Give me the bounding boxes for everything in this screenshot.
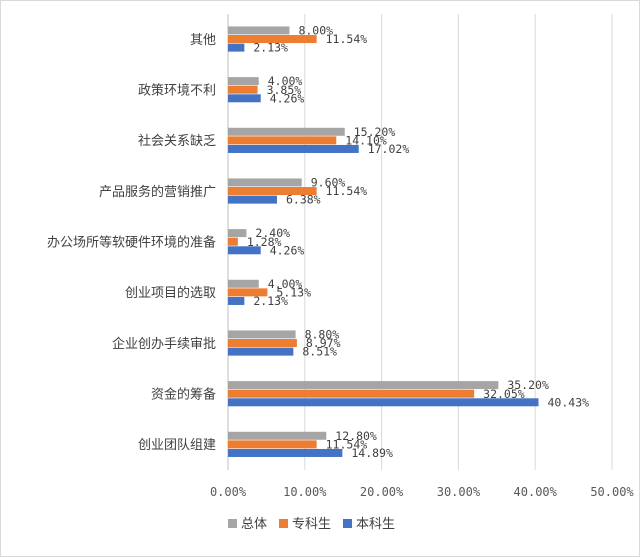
data-label: 8.00% xyxy=(298,24,333,38)
x-tick-label: 40.00% xyxy=(514,485,558,499)
bar xyxy=(228,178,302,187)
legend-swatch xyxy=(228,519,237,528)
data-label: 2.13% xyxy=(253,41,288,55)
data-label: 17.02% xyxy=(368,142,410,156)
data-label: 12.80% xyxy=(335,429,377,443)
x-tick-label: 50.00% xyxy=(590,485,634,499)
data-label: 8.51% xyxy=(302,345,337,359)
bar xyxy=(228,389,475,398)
data-label: 4.00% xyxy=(268,277,303,291)
data-label: 4.26% xyxy=(270,243,305,257)
bar xyxy=(228,26,290,35)
bar xyxy=(228,127,345,136)
bar xyxy=(228,398,539,407)
bar xyxy=(228,77,259,86)
bar xyxy=(228,43,245,52)
data-label: 14.10% xyxy=(345,133,387,147)
data-label: 2.13% xyxy=(253,294,288,308)
bar xyxy=(228,296,245,305)
bar xyxy=(228,339,297,348)
category-label: 资金的筹备 xyxy=(151,387,216,403)
bar xyxy=(228,85,258,94)
data-label: 14.89% xyxy=(351,446,393,460)
bar xyxy=(228,330,296,339)
data-label: 11.54% xyxy=(326,32,368,46)
category-label: 企业创办手续审批 xyxy=(112,336,216,352)
legend-label: 总体 xyxy=(241,517,267,532)
category-label: 办公场所等软硬件环境的准备 xyxy=(47,235,216,251)
bar xyxy=(228,448,343,457)
data-label: 11.54% xyxy=(326,437,368,451)
legend-swatch xyxy=(279,519,288,528)
category-labels: 其他政策环境不利社会关系缺乏产品服务的营销推广办公场所等软硬件环境的准备创业项目… xyxy=(47,33,216,453)
bar xyxy=(228,237,238,246)
x-tick-label: 30.00% xyxy=(437,485,481,499)
data-label: 15.20% xyxy=(354,125,396,139)
bar xyxy=(228,94,261,103)
category-label: 政策环境不利 xyxy=(138,83,216,99)
data-label: 35.20% xyxy=(507,378,549,392)
bar xyxy=(228,136,337,145)
category-label: 社会关系缺乏 xyxy=(138,133,216,149)
bar xyxy=(228,347,294,356)
data-label: 4.00% xyxy=(268,74,303,88)
bar xyxy=(228,229,247,238)
bar xyxy=(228,431,327,440)
bar xyxy=(228,279,259,288)
legend-swatch xyxy=(343,519,352,528)
bar xyxy=(228,381,499,390)
data-label: 9.60% xyxy=(311,176,346,190)
bar xyxy=(228,440,317,449)
x-tick-label: 0.00% xyxy=(210,485,247,499)
data-label: 2.40% xyxy=(255,226,290,240)
bars xyxy=(228,26,539,457)
bar xyxy=(228,35,317,44)
data-label: 8.80% xyxy=(305,328,340,342)
category-label: 其他 xyxy=(190,33,216,48)
bar xyxy=(228,288,268,297)
data-label: 5.13% xyxy=(276,285,311,299)
legend-label: 专科生 xyxy=(292,517,331,532)
x-tick-labels: 0.00% 10.00% 20.00% 30.00% 40.00% 50.00% xyxy=(210,485,635,499)
legend: 总体 专科生 本科生 xyxy=(228,517,395,532)
category-label: 创业团队组建 xyxy=(138,438,216,453)
bar xyxy=(228,195,277,204)
data-label: 3.85% xyxy=(267,83,302,97)
data-label: 32.05% xyxy=(483,387,525,401)
data-label: 11.54% xyxy=(326,184,368,198)
data-label: 8.97% xyxy=(306,336,341,350)
data-labels: 8.00%11.54%2.13%4.00%3.85%4.26%15.20%14.… xyxy=(247,24,589,461)
category-label: 产品服务的营销推广 xyxy=(99,184,216,200)
data-label: 6.38% xyxy=(286,193,321,207)
x-tick-label: 10.00% xyxy=(283,485,327,499)
data-label: 1.28% xyxy=(247,235,282,249)
bar xyxy=(228,246,261,255)
bar xyxy=(228,187,317,196)
legend-label: 本科生 xyxy=(356,517,395,532)
data-label: 40.43% xyxy=(548,395,590,409)
bar xyxy=(228,144,359,153)
category-label: 创业项目的选取 xyxy=(125,285,216,301)
x-tick-label: 20.00% xyxy=(360,485,404,499)
data-label: 4.26% xyxy=(270,91,305,105)
